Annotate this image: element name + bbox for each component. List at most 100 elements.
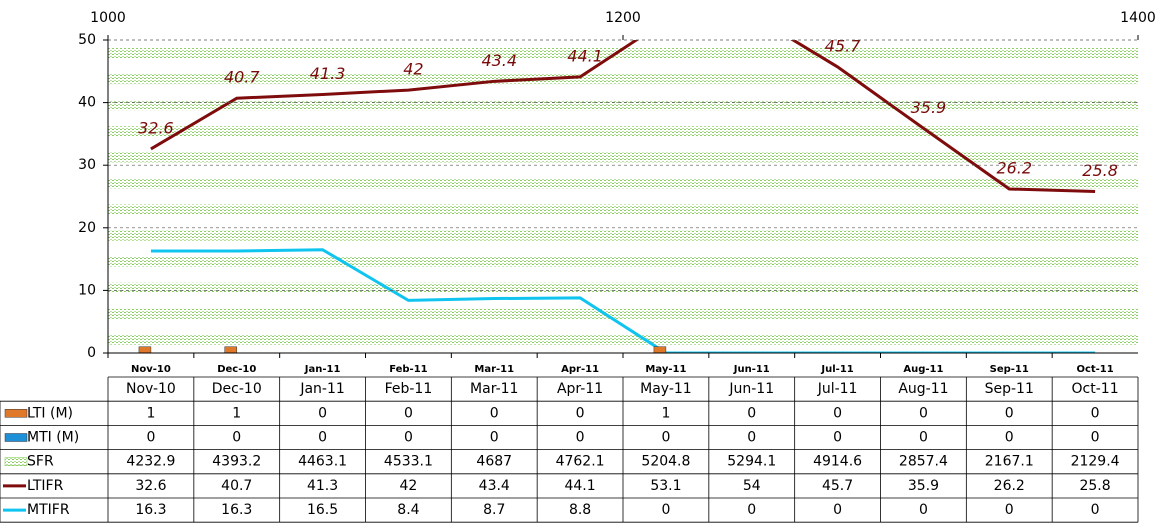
table-row-label: SFR bbox=[27, 454, 54, 470]
x-tick-label: Oct-11 bbox=[1076, 364, 1113, 375]
sfr-bar bbox=[108, 282, 1138, 293]
table-cell: 0 bbox=[404, 430, 413, 446]
table-header: Dec-10 bbox=[212, 381, 262, 397]
plot-area: 32.6 40.7 41.3 42 43.4 44.1 53.1 54 45.7 35.9 26.2… bbox=[108, 0, 1138, 353]
table-cell: 53.1 bbox=[650, 478, 681, 494]
table-header: Feb-11 bbox=[385, 381, 433, 397]
table-cell: 54 bbox=[743, 478, 761, 494]
table-header: Oct-11 bbox=[1072, 381, 1119, 397]
x-tick-label: Dec-10 bbox=[217, 364, 256, 375]
table-cell: 0 bbox=[919, 502, 928, 518]
sfr-bar bbox=[108, 308, 1138, 319]
bar bbox=[653, 346, 667, 354]
table-cell: 2167.1 bbox=[985, 454, 1034, 470]
legend-key bbox=[4, 457, 28, 467]
x-tick-label: Jun-11 bbox=[733, 364, 770, 375]
table-cell: 44.1 bbox=[564, 478, 595, 494]
table-cell: 8.8 bbox=[569, 502, 591, 518]
table-cell: 0 bbox=[404, 405, 413, 421]
legend-key bbox=[4, 409, 28, 418]
table-cell: 26.2 bbox=[994, 478, 1025, 494]
table-cell: 0 bbox=[1005, 430, 1014, 446]
x-tick-label: Apr-11 bbox=[561, 364, 599, 375]
table-row-label: MTIFR bbox=[27, 502, 70, 518]
table-cell: 4533.1 bbox=[384, 454, 433, 470]
table-row-label: LTIFR bbox=[27, 478, 64, 494]
data-label: 32.6 bbox=[138, 118, 174, 137]
sfr-bar bbox=[108, 48, 1138, 59]
table-cell: 0 bbox=[1091, 430, 1100, 446]
table-cell: 0 bbox=[833, 405, 842, 421]
table-cell: 4393.2 bbox=[212, 454, 261, 470]
table-header: Sep-11 bbox=[985, 381, 1034, 397]
table-row-label: LTI (M) bbox=[27, 405, 73, 421]
table-cell: 0 bbox=[919, 405, 928, 421]
table-header: Jan-11 bbox=[299, 381, 344, 397]
data-label: 26.2 bbox=[996, 158, 1032, 177]
table-cell: 4762.1 bbox=[556, 454, 605, 470]
table-cell: 0 bbox=[919, 430, 928, 446]
data-label: 43.4 bbox=[481, 51, 517, 70]
table-cell: 0 bbox=[490, 405, 499, 421]
data-label: 40.7 bbox=[224, 68, 260, 87]
table-cell: 0 bbox=[232, 430, 241, 446]
table-cell: 0 bbox=[833, 430, 842, 446]
table-cell: 0 bbox=[747, 430, 756, 446]
sfr-bar bbox=[108, 126, 1138, 137]
table-cell: 2129.4 bbox=[1071, 454, 1120, 470]
x2-tick-label: 1400 bbox=[1120, 10, 1156, 26]
data-label: 45.7 bbox=[825, 36, 861, 55]
table-row-label: MTI (M) bbox=[27, 430, 79, 446]
data-label: 54 bbox=[747, 0, 767, 3]
table-cell: 4914.6 bbox=[813, 454, 862, 470]
sfr-bar bbox=[108, 334, 1138, 345]
table-header: Jul-11 bbox=[817, 381, 858, 397]
bar bbox=[138, 346, 152, 354]
sfr-bar bbox=[108, 204, 1138, 215]
table-cell: 4232.9 bbox=[126, 454, 175, 470]
sfr-bar bbox=[108, 74, 1138, 85]
sfr-bar bbox=[108, 230, 1138, 241]
table-cell: 16.3 bbox=[221, 502, 252, 518]
table-cell: 0 bbox=[1005, 405, 1014, 421]
y-tick-label: 40 bbox=[78, 95, 96, 111]
table-cell: 32.6 bbox=[135, 478, 166, 494]
table-cell: 0 bbox=[661, 430, 670, 446]
data-label: 35.9 bbox=[911, 98, 947, 117]
table-cell: 35.9 bbox=[908, 478, 939, 494]
table-cell: 0 bbox=[747, 502, 756, 518]
table-cell: 2857.4 bbox=[899, 454, 948, 470]
table-cell: 41.3 bbox=[307, 478, 338, 494]
table-cell: 0 bbox=[576, 405, 585, 421]
x2-tick-label: 1200 bbox=[605, 10, 641, 26]
data-label: 53.1 bbox=[653, 0, 689, 9]
table-cell: 4687 bbox=[476, 454, 512, 470]
table-cell: 0 bbox=[747, 405, 756, 421]
table-cell: 1 bbox=[232, 405, 241, 421]
table-cell: 1 bbox=[146, 405, 155, 421]
y-tick-label: 0 bbox=[87, 345, 96, 361]
line bbox=[150, 40, 1096, 193]
x-tick-label: Feb-11 bbox=[389, 364, 427, 375]
sfr-bar bbox=[108, 256, 1138, 267]
legend-key bbox=[4, 433, 28, 442]
x-tick-label: Jul-11 bbox=[820, 364, 853, 375]
sfr-bar bbox=[108, 178, 1138, 189]
table-cell: 16.3 bbox=[135, 502, 166, 518]
table-cell: 0 bbox=[1005, 502, 1014, 518]
table-header: Nov-10 bbox=[126, 381, 176, 397]
line bbox=[150, 248, 1096, 353]
x-tick-label: Mar-11 bbox=[474, 364, 514, 375]
table-cell: 43.4 bbox=[479, 478, 510, 494]
data-label: 42 bbox=[403, 60, 423, 79]
table-cell: 4463.1 bbox=[298, 454, 347, 470]
table-cell: 16.5 bbox=[307, 502, 338, 518]
table-cell: 45.7 bbox=[822, 478, 853, 494]
sfr-bar bbox=[108, 152, 1138, 163]
table-cell: 0 bbox=[318, 430, 327, 446]
table-cell: 5294.1 bbox=[727, 454, 776, 470]
table-cell: 8.7 bbox=[483, 502, 505, 518]
table-cell: 0 bbox=[576, 430, 585, 446]
table-cell: 0 bbox=[1091, 405, 1100, 421]
